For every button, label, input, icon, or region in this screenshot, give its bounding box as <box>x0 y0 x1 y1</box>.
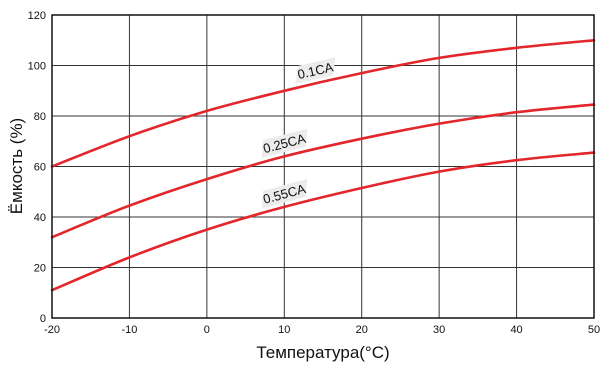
series-line-0-55ca <box>50 151 596 292</box>
y-tick-label: 100 <box>28 61 46 73</box>
series-group <box>50 39 596 292</box>
plot-frame <box>51 14 595 319</box>
series-label-background <box>261 178 308 209</box>
x-tick-label: 10 <box>278 324 290 336</box>
x-tick-labels: -20 -10 0 10 20 30 40 50 <box>44 324 600 336</box>
x-axis-label: Температура(°C) <box>256 343 389 362</box>
series-label-0-1ca: 0.1CA <box>295 57 336 84</box>
x-tick-label: 20 <box>356 324 368 336</box>
x-tick-label: 50 <box>588 324 600 336</box>
series-line-0-25ca <box>50 103 596 239</box>
y-tick-label: 40 <box>34 212 46 224</box>
series-label-background <box>295 57 336 84</box>
y-tick-label: 0 <box>40 313 46 325</box>
series-line-0-1ca <box>50 39 596 168</box>
x-tick-label: -10 <box>121 324 137 336</box>
x-tick-label: 40 <box>510 324 522 336</box>
series-label-background <box>261 128 308 159</box>
y-tick-label: 80 <box>34 111 46 123</box>
y-tick-label: 20 <box>34 263 46 275</box>
x-tick-label: 0 <box>204 324 210 336</box>
y-axis-label: Ёмкость (%) <box>7 118 26 214</box>
y-tick-label: 60 <box>34 162 46 174</box>
x-tick-label: 30 <box>433 324 445 336</box>
y-tick-label: 120 <box>28 10 46 22</box>
y-tick-labels: 0 20 40 60 80 100 120 <box>28 10 46 325</box>
x-tick-label: -20 <box>44 324 60 336</box>
